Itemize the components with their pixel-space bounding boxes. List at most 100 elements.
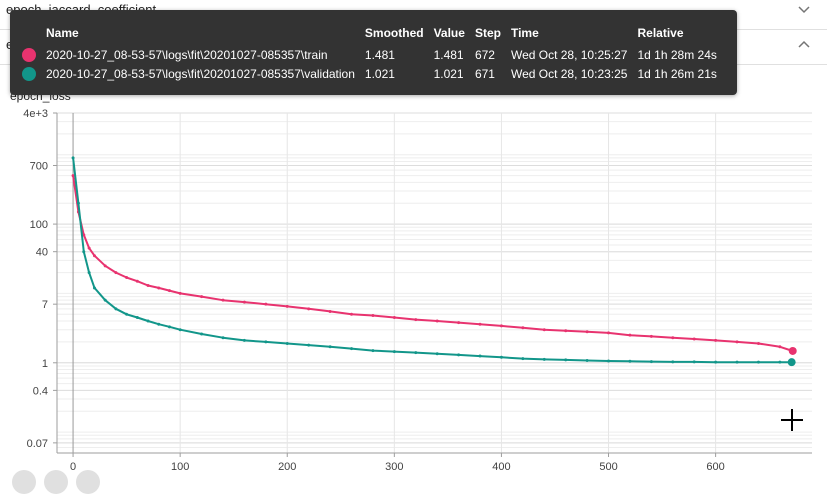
data-point — [71, 174, 75, 178]
data-point — [103, 298, 107, 302]
data-point — [114, 307, 118, 311]
data-point — [92, 286, 96, 290]
data-point — [787, 358, 796, 367]
data-point — [221, 336, 225, 340]
tooltip-row-validation: 2020-10-27_08-53-57\logs\fit\20201027-08… — [22, 64, 727, 83]
data-point — [735, 360, 739, 364]
header-swatch — [22, 25, 46, 45]
data-point — [457, 321, 461, 325]
series-line-0 — [72, 175, 794, 352]
chevron-up-icon[interactable] — [797, 37, 811, 51]
data-point — [242, 338, 246, 342]
data-point — [649, 360, 653, 364]
header-relative: Relative — [637, 25, 684, 40]
row-value: 1.481 — [433, 47, 464, 62]
data-point — [328, 309, 332, 313]
data-point — [82, 233, 86, 237]
data-point — [671, 360, 675, 364]
chevron-down-icon[interactable] — [797, 2, 811, 16]
x-tick-label: 200 — [278, 461, 296, 473]
data-point — [457, 353, 461, 357]
row-name: 2020-10-27_08-53-57\logs\fit\20201027-08… — [46, 66, 355, 81]
data-point — [264, 340, 268, 344]
data-point — [125, 275, 129, 279]
data-point — [435, 352, 439, 356]
data-point — [125, 312, 129, 316]
y-tick-label: 1 — [42, 358, 48, 370]
loss-chart[interactable]: 0.07 0.4 1 7 40 100 700 4e+3 0 100 200 300 400 500 600 — [0, 0, 827, 482]
data-point — [307, 307, 311, 311]
x-tick-label: 0 — [70, 461, 76, 473]
data-point — [350, 347, 354, 351]
row-name: 2020-10-27_08-53-57\logs\fit\20201027-08… — [46, 47, 328, 62]
header-value: Value — [433, 25, 465, 40]
x-tick-label: 500 — [599, 461, 617, 473]
data-point — [778, 360, 782, 364]
row-time: Wed Oct 28, 10:23:25 — [510, 66, 628, 81]
data-point — [585, 330, 589, 334]
row-step: 672 — [474, 47, 495, 62]
data-point — [82, 250, 86, 254]
y-tick-label: 0.4 — [33, 385, 48, 397]
data-point — [87, 246, 91, 250]
data-point — [103, 264, 107, 268]
tooltip-row-train: 2020-10-27_08-53-57\logs\fit\20201027-08… — [22, 45, 727, 64]
data-point — [414, 318, 418, 322]
data-point — [92, 254, 96, 258]
data-point — [628, 333, 632, 337]
log-scale-button[interactable] — [44, 470, 68, 494]
data-point — [328, 345, 332, 349]
data-point — [76, 201, 80, 205]
data-point — [735, 340, 739, 344]
data-point — [285, 304, 289, 308]
tooltip-table: Name Smoothed Value Step Time Relative 2… — [22, 25, 727, 83]
data-point — [221, 298, 225, 302]
x-tick-label: 600 — [706, 461, 724, 473]
data-point — [135, 315, 139, 319]
row-step: 671 — [474, 66, 495, 81]
data-point — [71, 156, 75, 160]
data-point — [157, 322, 161, 326]
data-point — [756, 341, 760, 345]
data-point — [350, 312, 354, 316]
data-point — [435, 319, 439, 323]
data-point — [585, 358, 589, 362]
y-tick-label: 4e+3 — [23, 108, 48, 120]
data-point — [135, 279, 139, 283]
y-tick-label: 100 — [30, 219, 48, 231]
crosshair-cursor-icon — [781, 409, 803, 431]
data-point — [285, 341, 289, 345]
data-point — [607, 359, 611, 363]
data-point — [564, 329, 568, 333]
data-point — [521, 357, 525, 361]
data-point — [788, 346, 797, 355]
data-point — [499, 355, 503, 359]
data-point — [478, 322, 482, 326]
row-relative: 1d 1h 28m 24s — [637, 47, 717, 62]
data-point — [114, 271, 118, 275]
x-tick-label: 100 — [171, 461, 189, 473]
data-point — [628, 359, 632, 363]
chart-tooltip: Name Smoothed Value Step Time Relative 2… — [10, 10, 737, 95]
y-tick-label: 0.07 — [27, 438, 48, 450]
series-swatch-train — [22, 47, 36, 62]
data-point — [392, 315, 396, 319]
y-tick-label: 40 — [36, 247, 48, 259]
data-point — [167, 325, 171, 329]
data-point — [200, 332, 204, 336]
row-smoothed: 1.021 — [364, 66, 395, 81]
data-point — [714, 360, 718, 364]
data-point — [778, 345, 782, 349]
data-point — [264, 302, 268, 306]
data-point — [671, 336, 675, 340]
data-point — [542, 328, 546, 332]
fullscreen-button[interactable] — [12, 470, 36, 494]
series-line-1 — [72, 157, 792, 364]
data-point — [157, 286, 161, 290]
fit-domain-button[interactable] — [76, 470, 100, 494]
series-swatch-validation — [22, 66, 36, 81]
data-point — [200, 295, 204, 299]
data-point — [564, 358, 568, 362]
row-relative: 1d 1h 26m 21s — [637, 66, 717, 81]
row-value: 1.021 — [433, 66, 464, 81]
